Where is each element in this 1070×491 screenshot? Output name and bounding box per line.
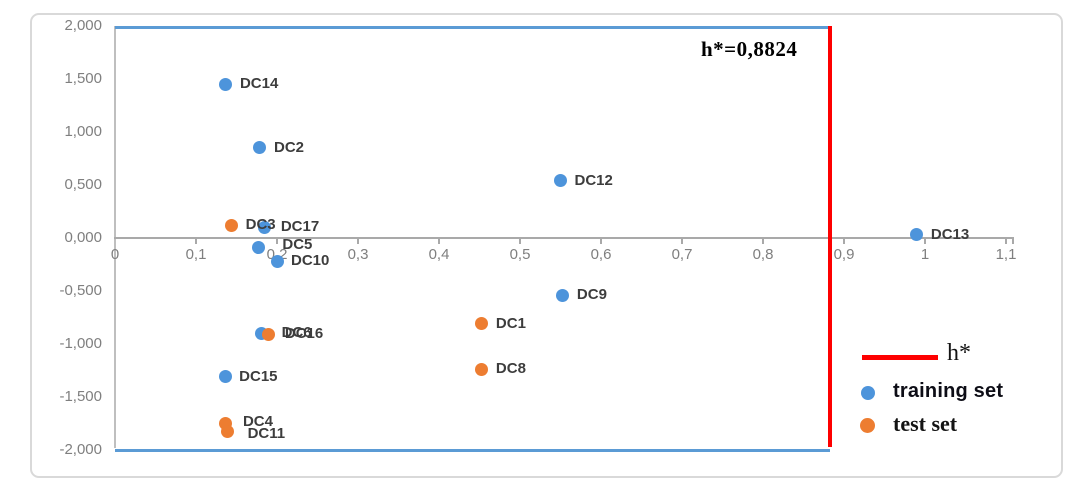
legend-test-set-label: test set (893, 411, 958, 436)
data-point-dot (253, 141, 267, 155)
data-point-label: DC12 (574, 171, 613, 189)
y-tick-label: -2,000 (59, 441, 102, 458)
data-point-dot (258, 220, 272, 234)
x-tick-mark (762, 238, 764, 244)
x-tick-mark (357, 238, 359, 244)
data-point-label: DC13 (930, 225, 970, 243)
data-point-dot (219, 77, 233, 91)
x-tick-mark (1005, 238, 1007, 244)
legend-h-star-line-swatch (862, 355, 938, 360)
data-point-label: DC4 (242, 412, 273, 430)
threshold-line-h-star (827, 26, 832, 447)
data-point-dot (475, 362, 489, 376)
x-tick-label: 0,9 (833, 246, 855, 263)
y-tick-label: 2,000 (64, 17, 102, 34)
data-point-label: DC9 (576, 286, 607, 304)
x-tick-mark (276, 238, 278, 244)
data-point-label: DC1 (495, 314, 526, 332)
y-tick-label: -1,000 (59, 335, 102, 352)
data-point-label: DC15 (239, 367, 278, 385)
data-point-dot (475, 317, 489, 331)
x-tick-label: 0,5 (509, 246, 531, 263)
data-point-label: DC5 (282, 236, 313, 253)
data-point-label: DC14 (239, 75, 279, 93)
y-tick-label: 1,500 (64, 70, 102, 87)
data-point-dot (556, 288, 570, 302)
x-tick-mark (519, 238, 521, 244)
x-axis-line (114, 237, 1014, 239)
x-tick-label: 0,4 (428, 246, 450, 263)
x-tick-label: 1,1 (995, 246, 1017, 263)
x-axis-end-tick-mark (1012, 238, 1014, 244)
y-tick-label: -1,500 (59, 388, 102, 405)
x-tick-mark (924, 238, 926, 244)
data-point-label: DC6 (281, 324, 312, 342)
data-point-label: DC3 (245, 216, 276, 234)
x-tick-label: 0,1 (185, 246, 207, 263)
y-tick-label: 1,000 (64, 123, 102, 140)
x-tick-label: 1 (920, 246, 930, 263)
data-point-dot (251, 240, 265, 254)
x-tick-mark (438, 238, 440, 244)
data-point-label: DC17 (280, 218, 320, 236)
legend-training-set-label: training set (893, 380, 1004, 402)
legend-h-star-label: h* (947, 340, 971, 366)
legend-training-set-dot-icon (861, 386, 875, 400)
data-point-label: DC16 (284, 325, 324, 343)
x-tick-label: 0,7 (671, 246, 693, 263)
y-tick-label: 0,500 (64, 176, 102, 193)
chart-frame (30, 13, 1063, 478)
x-tick-mark (600, 238, 602, 244)
x-tick-mark (681, 238, 683, 244)
x-tick-label: 0,8 (752, 246, 774, 263)
x-tick-label: 0 (110, 246, 120, 263)
x-tick-label: 0,3 (347, 246, 369, 263)
x-tick-mark (843, 238, 845, 244)
data-point-label: DC10 (291, 252, 330, 270)
data-point-dot (910, 228, 924, 242)
legend-test-set-dot-icon (860, 418, 875, 433)
data-point-dot (221, 425, 235, 439)
h-star-annotation: h*=0,8824 (701, 37, 798, 61)
data-point-label: DC11 (247, 424, 286, 442)
data-point-dot (262, 327, 276, 341)
data-point-dot (554, 174, 567, 188)
boundary-line (115, 26, 830, 29)
data-point-dot (225, 218, 239, 232)
y-tick-label: 0,000 (64, 229, 102, 246)
x-tick-label: 0,6 (590, 246, 612, 263)
data-point-dot (270, 254, 284, 268)
data-point-label: DC2 (273, 138, 304, 156)
boundary-line (115, 449, 830, 452)
data-point-label: DC8 (495, 360, 526, 378)
y-tick-label: -0,500 (59, 282, 102, 299)
x-tick-mark (195, 238, 197, 244)
data-point-dot (218, 370, 232, 384)
